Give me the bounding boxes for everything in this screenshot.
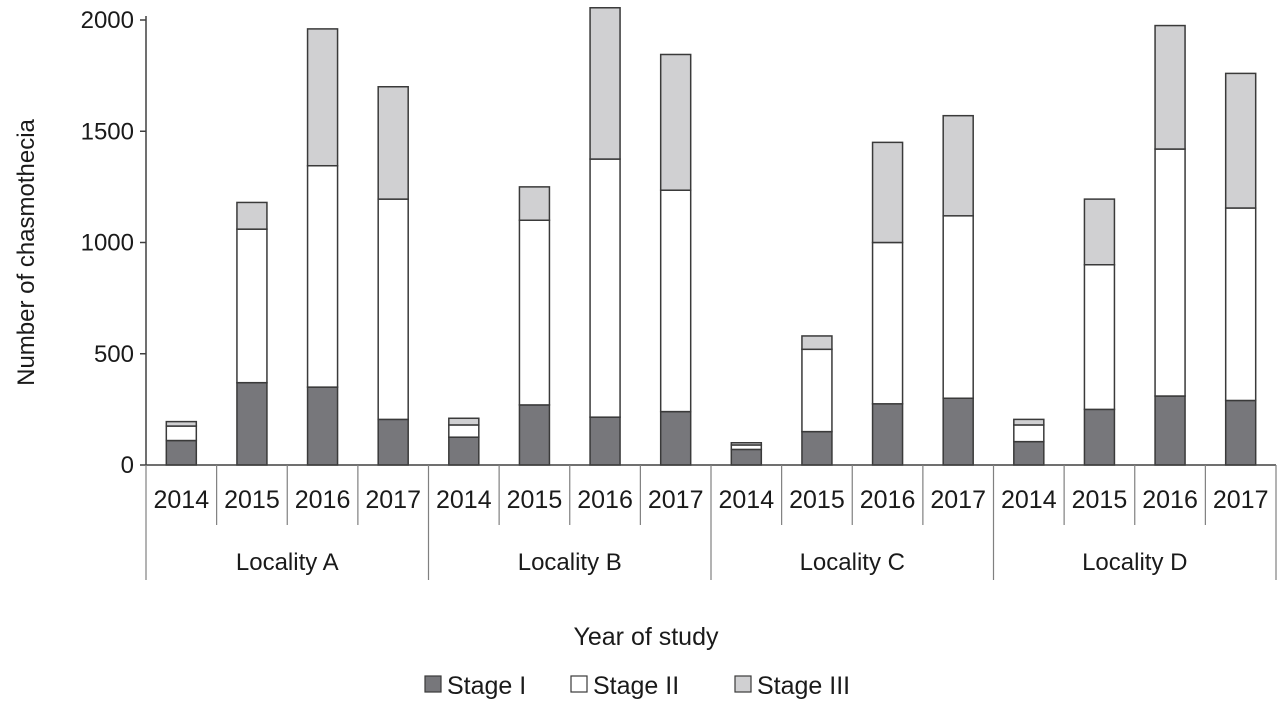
bar-segment-stage-iii	[871, 141, 904, 244]
bar-segment-stage-i	[589, 416, 621, 466]
x-tick-label: 2015	[789, 486, 845, 514]
bar-segment-stage-i	[306, 386, 339, 466]
bar-segment-stage-i	[871, 403, 904, 466]
bar-segment-stage-iii	[236, 201, 268, 230]
group-label: Locality B	[518, 549, 622, 576]
group-label: Locality C	[800, 549, 905, 576]
legend-label: Stage III	[757, 672, 850, 700]
x-tick-label: 2015	[1072, 486, 1128, 514]
bar-segment-stage-i	[730, 448, 763, 466]
legend-swatch	[424, 675, 442, 693]
bar-segment-stage-iii	[659, 53, 692, 191]
x-tick-label: 2015	[507, 486, 563, 514]
bar-segment-stage-ii	[518, 219, 551, 406]
bar-segment-stage-iii	[942, 114, 974, 217]
bar-segment-stage-i	[659, 410, 692, 466]
bar-segment-stage-iii	[1224, 72, 1257, 209]
bar-segment-stage-i	[1224, 399, 1257, 466]
bar-segment-stage-i	[377, 418, 409, 466]
x-tick-label: 2017	[1213, 486, 1269, 514]
bar-segment-stage-i	[236, 381, 268, 466]
bar-segment-stage-ii	[589, 158, 621, 418]
x-tick-label: 2017	[365, 486, 421, 514]
bar-segment-stage-iii	[1083, 198, 1116, 266]
bar-segment-stage-iii	[377, 86, 409, 200]
legend-label: Stage I	[447, 672, 526, 700]
bar-segment-stage-iii	[1154, 24, 1186, 150]
bar-segment-stage-ii	[377, 198, 409, 421]
x-tick-label: 2014	[1001, 486, 1057, 514]
y-tick-label: 500	[94, 341, 134, 368]
legend-swatch	[570, 675, 588, 693]
x-tick-label: 2017	[930, 486, 986, 514]
bar-segment-stage-i	[801, 430, 833, 466]
x-tick-label: 2017	[648, 486, 704, 514]
bar-segment-stage-iii	[589, 7, 621, 160]
y-axis: 0 500 1000 1500 2000	[81, 7, 147, 479]
bar-segment-stage-iii	[518, 186, 551, 221]
bar-segment-stage-ii	[448, 424, 480, 438]
bar-segment-stage-i	[1154, 395, 1186, 466]
bar-segment-stage-iii	[1013, 418, 1045, 426]
bar-segment-stage-iii	[306, 28, 339, 167]
bar-segment-stage-i	[448, 436, 480, 466]
x-tick-label: 2016	[860, 486, 916, 514]
x-tick-label: 2015	[224, 486, 280, 514]
bar-segment-stage-ii	[1013, 424, 1045, 443]
bar-segment-stage-ii	[165, 425, 198, 442]
bar-segment-stage-i	[518, 404, 551, 466]
bar-segment-stage-iii	[165, 420, 198, 427]
y-tick-label: 1500	[81, 118, 134, 145]
bar-segment-stage-ii	[871, 241, 904, 405]
y-axis-label: Number of chasmothecia	[13, 118, 40, 385]
bar-segment-stage-iii	[448, 417, 480, 426]
bar-segment-stage-i	[942, 397, 974, 466]
x-tick-label: 2016	[1142, 486, 1198, 514]
x-tick-label: 2016	[295, 486, 351, 514]
group-label: Locality D	[1082, 549, 1187, 576]
x-axis-label: Year of study	[573, 623, 719, 651]
bar-segment-stage-ii	[1154, 148, 1186, 397]
bar-segment-stage-ii	[801, 348, 833, 433]
legend-swatch	[734, 675, 752, 693]
bar-segment-stage-iii	[730, 442, 763, 446]
y-tick-label: 1000	[81, 230, 134, 257]
y-tick-label: 0	[121, 452, 134, 479]
bar-segment-stage-ii	[942, 215, 974, 399]
bar-segment-stage-i	[165, 439, 198, 466]
bar-segment-stage-i	[1013, 440, 1045, 466]
x-axis: 2014 2015 2016 2017 2014 2015 2016 2017 2014 2015…	[145, 464, 1277, 580]
bar-segment-stage-ii	[1083, 264, 1116, 411]
legend-label: Stage II	[593, 672, 679, 700]
bar-segment-stage-ii	[659, 189, 692, 413]
bar-segment-stage-iii	[801, 335, 833, 351]
x-tick-label: 2014	[719, 486, 775, 514]
bar-segment-stage-i	[1083, 408, 1116, 466]
bar-segment-stage-ii	[236, 228, 268, 384]
bar-segment-stage-ii	[306, 164, 339, 388]
bar-segment-stage-ii	[1224, 207, 1257, 402]
y-tick-label: 2000	[81, 7, 134, 34]
x-tick-label: 2014	[154, 486, 210, 514]
bars	[165, 7, 1257, 466]
x-tick-label: 2014	[436, 486, 492, 514]
x-tick-label: 2016	[577, 486, 633, 514]
group-label: Locality A	[236, 549, 339, 576]
legend: Stage I Stage II Stage III	[424, 672, 850, 700]
